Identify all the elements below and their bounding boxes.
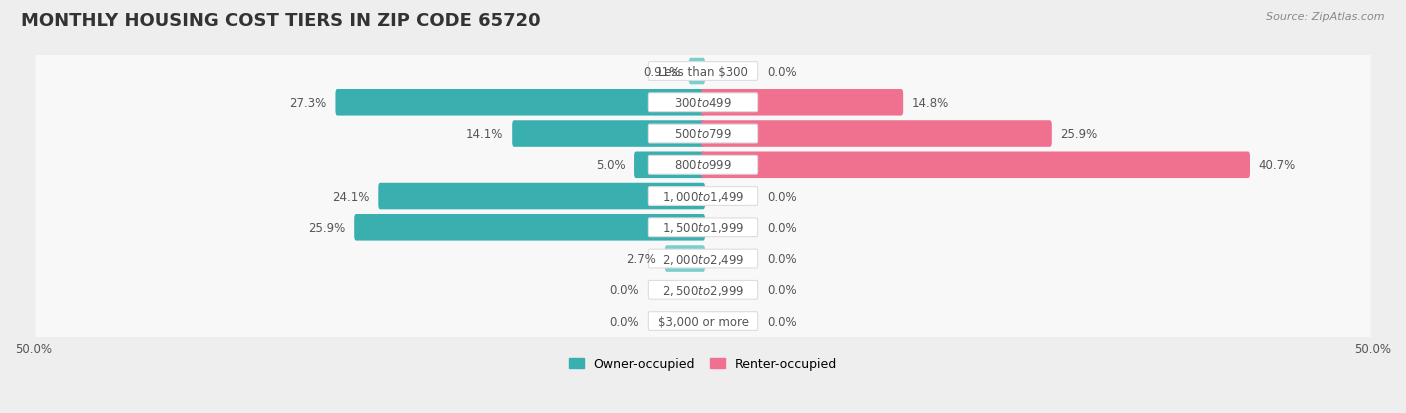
FancyBboxPatch shape [648,249,758,268]
Text: 0.0%: 0.0% [768,284,797,297]
Text: MONTHLY HOUSING COST TIERS IN ZIP CODE 65720: MONTHLY HOUSING COST TIERS IN ZIP CODE 6… [21,12,541,30]
Text: 2.7%: 2.7% [626,252,657,266]
Text: $1,000 to $1,499: $1,000 to $1,499 [662,190,744,204]
FancyBboxPatch shape [648,312,758,331]
Text: $3,000 or more: $3,000 or more [658,315,748,328]
Text: 0.0%: 0.0% [768,315,797,328]
Text: 0.0%: 0.0% [768,252,797,266]
FancyBboxPatch shape [648,218,758,237]
FancyBboxPatch shape [354,214,704,241]
Text: Less than $300: Less than $300 [658,65,748,78]
Text: $500 to $799: $500 to $799 [673,128,733,141]
FancyBboxPatch shape [648,62,758,81]
Text: 0.91%: 0.91% [643,65,681,78]
Text: $2,000 to $2,499: $2,000 to $2,499 [662,252,744,266]
Text: $2,500 to $2,999: $2,500 to $2,999 [662,283,744,297]
Legend: Owner-occupied, Renter-occupied: Owner-occupied, Renter-occupied [564,353,842,375]
Text: $300 to $499: $300 to $499 [673,97,733,109]
FancyBboxPatch shape [35,114,1371,154]
FancyBboxPatch shape [512,121,704,147]
FancyBboxPatch shape [336,90,704,116]
Text: 0.0%: 0.0% [768,221,797,234]
FancyBboxPatch shape [702,121,1052,147]
Text: $800 to $999: $800 to $999 [673,159,733,172]
FancyBboxPatch shape [665,246,704,272]
Text: 0.0%: 0.0% [768,190,797,203]
Text: 14.8%: 14.8% [912,97,949,109]
FancyBboxPatch shape [35,177,1371,216]
FancyBboxPatch shape [35,301,1371,341]
FancyBboxPatch shape [35,271,1371,310]
FancyBboxPatch shape [689,59,704,85]
Text: 24.1%: 24.1% [332,190,370,203]
FancyBboxPatch shape [634,152,704,179]
Text: Source: ZipAtlas.com: Source: ZipAtlas.com [1267,12,1385,22]
Text: 0.0%: 0.0% [609,315,638,328]
Text: 25.9%: 25.9% [308,221,346,234]
FancyBboxPatch shape [702,152,1250,179]
Text: 0.0%: 0.0% [768,65,797,78]
Text: 0.0%: 0.0% [609,284,638,297]
Text: 14.1%: 14.1% [467,128,503,141]
FancyBboxPatch shape [648,187,758,206]
Text: 5.0%: 5.0% [596,159,626,172]
FancyBboxPatch shape [35,146,1371,185]
FancyBboxPatch shape [648,156,758,175]
FancyBboxPatch shape [35,83,1371,123]
FancyBboxPatch shape [702,90,903,116]
FancyBboxPatch shape [378,183,704,210]
FancyBboxPatch shape [648,281,758,299]
FancyBboxPatch shape [35,239,1371,278]
FancyBboxPatch shape [648,125,758,144]
Text: 40.7%: 40.7% [1258,159,1296,172]
FancyBboxPatch shape [35,208,1371,247]
FancyBboxPatch shape [648,94,758,112]
Text: 27.3%: 27.3% [290,97,326,109]
FancyBboxPatch shape [35,52,1371,92]
Text: 25.9%: 25.9% [1060,128,1098,141]
Text: $1,500 to $1,999: $1,500 to $1,999 [662,221,744,235]
